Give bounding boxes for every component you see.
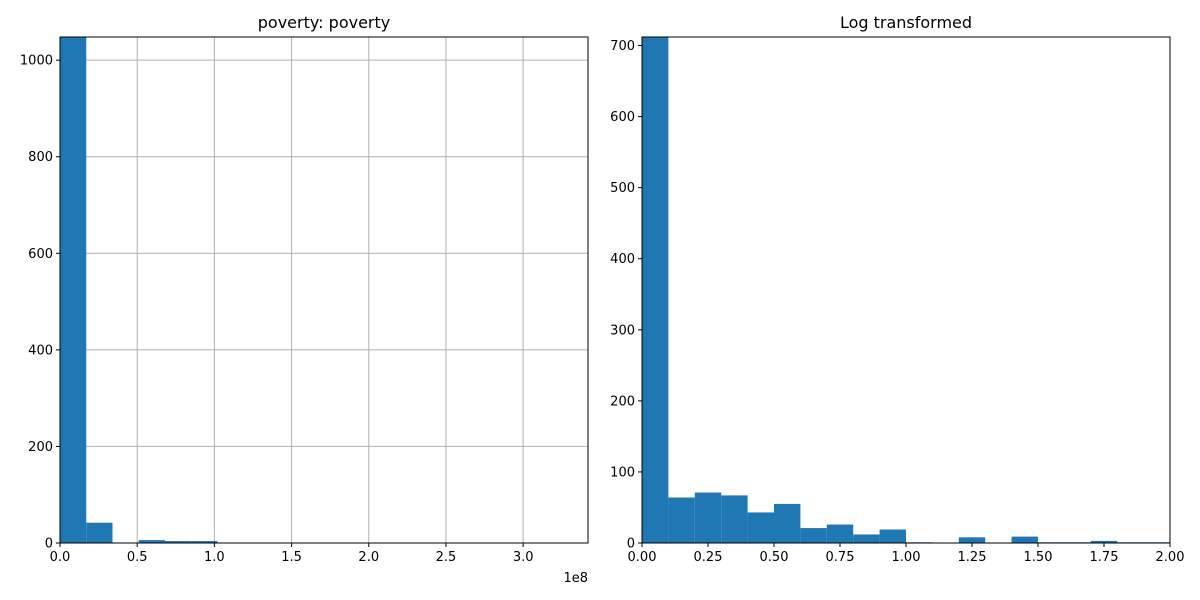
x-tick-label: 1.50 [1024, 550, 1053, 565]
x-tick-label: 3.0 [513, 550, 534, 565]
y-tick-label: 600 [28, 247, 53, 262]
y-tick-label: 300 [610, 323, 635, 338]
histogram-bar [774, 503, 801, 543]
y-tick-label: 0 [45, 537, 53, 552]
histogram-raw-panel: 0.0 0.5 1.0 1.5 2.0 2.5 3.0 0 200 400 600 800 1000 p… [20, 13, 589, 586]
x-tick-label: 0.50 [760, 550, 789, 565]
y-tick-label: 0 [627, 537, 635, 552]
x-tick-label: 1.5 [281, 550, 302, 565]
chart-title: Log transformed [840, 13, 972, 32]
histogram-bar [721, 495, 748, 543]
chart-title: poverty: poverty [258, 13, 390, 32]
x-tick-label: 0.00 [628, 550, 657, 565]
histogram-bar [138, 540, 165, 543]
x-tick-label: 0.75 [826, 550, 855, 565]
x-tick-label: 2.5 [436, 550, 457, 565]
histogram-bar [642, 37, 669, 543]
x-tick-label: 1.00 [892, 550, 921, 565]
x-tick-label: 0.25 [694, 550, 723, 565]
y-tick-label: 200 [610, 394, 635, 409]
x-offset-label: 1e8 [563, 571, 588, 586]
histogram-bar [164, 541, 192, 543]
histogram-bar [826, 524, 854, 543]
plot-frame [59, 36, 589, 544]
histogram-bar [1090, 540, 1118, 543]
histogram-bar [694, 492, 722, 543]
y-tick-label: 500 [610, 181, 635, 196]
x-tick-label: 0.0 [50, 550, 71, 565]
y-tick-label: 400 [610, 252, 635, 267]
histogram-bar [958, 537, 986, 543]
y-tick-label: 100 [610, 465, 635, 480]
histogram-bar [191, 541, 218, 543]
histogram-bar [86, 522, 113, 543]
histogram-bar [668, 497, 695, 543]
x-tick-label: 1.25 [958, 550, 987, 565]
x-tick-label: 1.75 [1090, 550, 1119, 565]
x-tick-label: 1.0 [204, 550, 225, 565]
histogram-bar [800, 528, 827, 543]
histogram-bar [60, 37, 87, 543]
x-tick-label: 0.5 [127, 550, 148, 565]
y-tick-label: 1000 [20, 54, 53, 69]
x-tick-label: 2.00 [1156, 550, 1185, 565]
y-tick-label: 400 [28, 343, 53, 358]
y-tick-label: 200 [28, 440, 53, 455]
histogram-bar [1011, 536, 1038, 543]
x-tick-label: 2.0 [358, 550, 379, 565]
histogram-bar [853, 534, 880, 543]
histogram-log-panel: 0.00 0.25 0.50 0.75 1.00 1.25 1.50 1.75 2.00 0 100… [610, 13, 1184, 565]
histogram-bar [747, 512, 774, 543]
y-tick-label: 600 [610, 110, 635, 125]
y-tick-label: 800 [28, 150, 53, 165]
histogram-bar [879, 529, 906, 543]
y-tick-label: 700 [610, 39, 635, 54]
